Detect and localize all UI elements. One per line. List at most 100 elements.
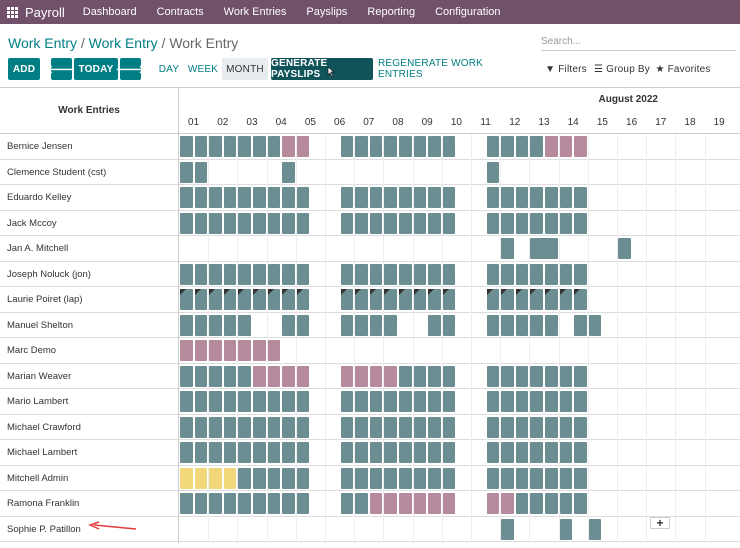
plus-icon[interactable]: + <box>650 517 670 529</box>
work-entry-pill[interactable] <box>413 365 427 387</box>
work-entry-pill[interactable] <box>267 263 281 285</box>
work-entry-pill[interactable] <box>369 442 383 463</box>
work-entry-pill[interactable] <box>501 187 514 208</box>
work-entry-pill[interactable] <box>442 187 456 208</box>
work-entry-pill[interactable] <box>209 263 222 285</box>
work-entry-pill[interactable] <box>574 365 587 387</box>
work-entry-pill[interactable] <box>180 442 193 463</box>
work-entry-pill[interactable] <box>428 467 441 489</box>
work-entry-pill[interactable] <box>340 365 354 387</box>
work-entry-pill[interactable] <box>267 416 281 438</box>
work-entry-pill[interactable] <box>180 365 193 387</box>
work-entry-pill[interactable] <box>194 416 208 438</box>
gantt-row[interactable]: Eduardo Kelley <box>0 185 740 211</box>
work-entry-pill[interactable] <box>238 340 251 361</box>
work-entry-pill[interactable] <box>223 442 237 463</box>
work-entry-pill[interactable] <box>442 493 456 514</box>
work-entry-pill[interactable] <box>282 365 295 387</box>
work-entry-pill[interactable] <box>545 365 558 387</box>
work-entry-pill[interactable] <box>194 365 208 387</box>
work-entry-pill[interactable] <box>428 365 441 387</box>
prev-button[interactable]: 🡐 <box>47 58 76 80</box>
gantt-row[interactable]: Michael Crawford <box>0 414 740 441</box>
work-entry-pill[interactable] <box>194 467 208 489</box>
work-entry-pill[interactable] <box>486 212 500 234</box>
work-entry-pill[interactable] <box>180 136 193 157</box>
scale-month-button[interactable]: MONTH <box>222 58 268 80</box>
work-entry-pill[interactable] <box>282 493 295 514</box>
work-entry-pill[interactable] <box>369 365 383 387</box>
work-entry-pill[interactable] <box>340 187 354 208</box>
work-entry-pill[interactable] <box>282 187 295 208</box>
work-entry-pill[interactable] <box>209 416 222 438</box>
work-entry-pill[interactable] <box>399 136 412 157</box>
work-entry-pill[interactable] <box>253 289 266 310</box>
work-entry-pill[interactable] <box>515 263 529 285</box>
gantt-row[interactable]: Jack Mccoy <box>0 210 740 237</box>
work-entry-pill[interactable] <box>355 136 368 157</box>
work-entry-pill[interactable] <box>194 493 208 514</box>
work-entry-pill[interactable] <box>194 442 208 463</box>
work-entry-pill[interactable] <box>384 136 397 157</box>
work-entry-pill[interactable] <box>355 187 368 208</box>
work-entry-pill[interactable] <box>486 289 500 310</box>
work-entry-pill[interactable] <box>574 416 587 438</box>
work-entry-pill[interactable] <box>180 416 193 438</box>
work-entry-pill[interactable] <box>369 187 383 208</box>
work-entry-pill[interactable] <box>223 314 237 336</box>
work-entry-pill[interactable] <box>486 442 500 463</box>
work-entry-pill[interactable] <box>545 212 558 234</box>
work-entry-pill[interactable] <box>238 263 251 285</box>
work-entry-pill[interactable] <box>369 314 383 336</box>
work-entry-pill[interactable] <box>296 263 310 285</box>
work-entry-pill[interactable] <box>296 467 310 489</box>
work-entry-pill[interactable] <box>340 467 354 489</box>
work-entry-pill[interactable] <box>486 263 500 285</box>
work-entry-pill[interactable] <box>428 187 441 208</box>
work-entry-pill[interactable] <box>530 289 543 310</box>
work-entry-pill[interactable] <box>223 212 237 234</box>
work-entry-pill[interactable] <box>209 365 222 387</box>
work-entry-pill[interactable] <box>384 391 397 412</box>
work-entry-pill[interactable] <box>194 187 208 208</box>
work-entry-pill[interactable] <box>413 263 427 285</box>
work-entry-pill[interactable] <box>253 212 266 234</box>
work-entry-pill[interactable] <box>267 187 281 208</box>
work-entry-pill[interactable] <box>223 391 237 412</box>
work-entry-pill[interactable] <box>296 212 310 234</box>
work-entry-pill[interactable] <box>282 467 295 489</box>
work-entry-pill[interactable] <box>369 289 383 310</box>
work-entry-pill[interactable] <box>588 518 602 540</box>
gantt-row[interactable]: Joseph Noluck (jon) <box>0 261 740 288</box>
work-entry-pill[interactable] <box>515 187 529 208</box>
work-entry-pill[interactable] <box>384 493 397 514</box>
work-entry-pill[interactable] <box>442 289 456 310</box>
work-entry-pill[interactable] <box>559 212 573 234</box>
work-entry-pill[interactable] <box>545 467 558 489</box>
work-entry-pill[interactable] <box>545 416 558 438</box>
work-entry-pill[interactable] <box>413 442 427 463</box>
work-entry-pill[interactable] <box>355 263 368 285</box>
work-entry-pill[interactable] <box>296 289 310 310</box>
work-entry-pill[interactable] <box>515 136 529 157</box>
gantt-row[interactable]: Bernice Jensen <box>0 134 740 160</box>
work-entry-pill[interactable] <box>428 416 441 438</box>
work-entry-pill[interactable] <box>180 340 193 361</box>
today-button[interactable]: TODAY <box>74 58 118 80</box>
work-entry-pill[interactable] <box>194 263 208 285</box>
work-entry-pill[interactable] <box>296 391 310 412</box>
work-entry-pill[interactable] <box>559 518 573 540</box>
work-entry-pill[interactable] <box>501 518 514 540</box>
work-entry-pill[interactable] <box>253 365 266 387</box>
work-entry-pill[interactable] <box>296 493 310 514</box>
work-entry-pill[interactable] <box>384 263 397 285</box>
work-entry-pill[interactable] <box>428 289 441 310</box>
work-entry-pill[interactable] <box>530 187 543 208</box>
work-entry-pill[interactable] <box>267 467 281 489</box>
work-entry-pill[interactable] <box>180 161 193 183</box>
work-entry-pill[interactable] <box>530 263 543 285</box>
work-entry-pill[interactable] <box>399 365 412 387</box>
work-entry-pill[interactable] <box>355 442 368 463</box>
work-entry-pill[interactable] <box>501 391 514 412</box>
work-entry-pill[interactable] <box>442 416 456 438</box>
